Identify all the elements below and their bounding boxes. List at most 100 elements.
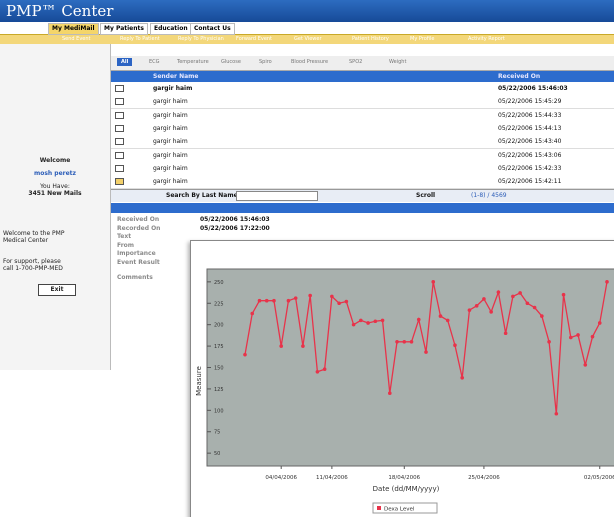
sender-name: gargir haim xyxy=(153,151,188,159)
data-point xyxy=(605,280,609,284)
mail-icon xyxy=(115,85,124,92)
y-tick-label: 50 xyxy=(214,451,220,457)
data-point xyxy=(380,318,385,323)
mail-icon xyxy=(115,164,124,172)
sender-name: gargir haim xyxy=(153,138,188,146)
exit-button[interactable]: Exit xyxy=(38,284,76,296)
data-point xyxy=(467,308,472,312)
tab[interactable]: Weight xyxy=(389,59,407,65)
search-input[interactable] xyxy=(236,191,318,201)
legend-swatch xyxy=(377,506,381,510)
data-point xyxy=(322,367,327,372)
received-on: 05/22/2006 15:46:03 xyxy=(498,85,568,92)
tab-bar: All ECG Temperature Glucose Spiro Blood Press… xyxy=(111,56,614,71)
data-point xyxy=(561,292,566,297)
intro: Welcome to the PMP Medical Center xyxy=(3,230,65,244)
scroll-label: Scroll xyxy=(416,192,436,199)
data-point xyxy=(597,321,602,325)
data-point xyxy=(474,304,479,308)
field-label: From xyxy=(117,241,135,249)
data-point xyxy=(366,321,370,325)
y-tick-label: 225 xyxy=(214,301,224,307)
plot-area xyxy=(206,268,614,467)
mails: 3451 New Mails xyxy=(28,190,82,197)
toolbar: Send Event Reply To Patient Reply To Physi… xyxy=(0,35,614,44)
toolbar-button[interactable]: My Profile xyxy=(410,36,435,42)
data-point xyxy=(373,319,378,324)
table-row[interactable]: gargir haim 05/22/2006 15:45:29 xyxy=(111,95,614,110)
legend-box xyxy=(372,502,438,514)
x-tick-label: 02/05/2006 xyxy=(584,475,614,481)
toolbar-button[interactable]: Forward Event xyxy=(236,36,273,42)
y-axis-label: Measure xyxy=(195,366,203,396)
field-label: Comments xyxy=(117,273,153,281)
data-point xyxy=(301,344,305,348)
legend-label: Dexa Level xyxy=(384,507,415,513)
data-point xyxy=(540,314,544,318)
tab[interactable]: All xyxy=(117,58,133,66)
table-row[interactable]: gargir haim 05/22/2006 15:44:13 xyxy=(111,121,614,136)
table-row[interactable]: gargir haim 05/22/2006 15:46:03 xyxy=(111,82,614,96)
range: (1-8) / 4569 xyxy=(471,192,507,199)
field-label: Received On xyxy=(117,216,160,223)
data-point xyxy=(279,344,283,348)
field-label: Event Result xyxy=(117,259,160,266)
table-row[interactable]: gargir haim 05/22/2006 15:44:33 xyxy=(111,108,614,123)
nav-tab[interactable]: My MediMail xyxy=(48,23,99,35)
toolbar-button[interactable]: Activity Report xyxy=(468,36,505,42)
data-point xyxy=(308,293,312,298)
mail-icon xyxy=(115,98,124,106)
data-point xyxy=(489,310,493,314)
data-point xyxy=(554,411,559,416)
data-point xyxy=(250,311,255,316)
data-point xyxy=(344,299,349,304)
x-tick-label: 04/04/2006 xyxy=(265,475,297,481)
data-point xyxy=(547,340,551,344)
table-row[interactable]: gargir haim 05/22/2006 15:42:33 xyxy=(111,161,614,176)
column-header: Received On xyxy=(498,73,541,80)
y-tick-label: 250 xyxy=(214,280,224,286)
table-row[interactable]: gargir haim 05/22/2006 15:43:40 xyxy=(111,135,614,150)
toolbar-button[interactable]: Get Viewer xyxy=(294,36,322,42)
user-name[interactable]: mosh peretz xyxy=(33,170,77,177)
nav-tab[interactable]: Education xyxy=(150,23,192,35)
tab[interactable]: SPO2 xyxy=(349,59,363,65)
search-bar: Search By Last Name Scroll (1-8) / 4569 xyxy=(111,189,614,202)
data-point xyxy=(315,369,320,374)
table-row[interactable]: gargir haim 05/22/2006 15:43:06 xyxy=(111,148,614,163)
toolbar-button[interactable]: Reply To Patient xyxy=(120,36,160,42)
data-point xyxy=(460,375,465,380)
header: PMP™ Center xyxy=(0,0,614,22)
data-point xyxy=(351,322,356,327)
table-header: Sender Name Received On xyxy=(111,71,614,82)
toolbar-button[interactable]: Send Event xyxy=(62,36,91,42)
data-point xyxy=(243,352,247,357)
nav-tab[interactable]: My Patients xyxy=(100,23,148,35)
data-point xyxy=(503,331,508,336)
data-point xyxy=(388,391,392,395)
chart: 50 75 100 125 150 175 200 225 250 04/04/2006 11/04… xyxy=(195,268,614,514)
tab[interactable]: Spiro xyxy=(259,59,272,65)
field-label: Text xyxy=(117,233,132,241)
tab[interactable]: ECG xyxy=(149,59,160,65)
y-tick-label: 100 xyxy=(214,408,224,414)
tab[interactable]: Blood Pressure xyxy=(291,59,329,65)
toolbar-button[interactable]: Patient History xyxy=(352,36,389,42)
received-on: 05/22/2006 15:42:33 xyxy=(498,164,562,172)
data-point xyxy=(293,296,298,300)
support: For support, please call 1-700-PMP-MED xyxy=(3,258,63,272)
nav-tab[interactable]: Contact Us xyxy=(190,23,235,35)
x-tick-label: 18/04/2006 xyxy=(388,475,420,481)
table-row[interactable]: gargir haim 05/22/2006 15:42:11 xyxy=(111,175,614,190)
sender-name: gargir haim xyxy=(153,178,188,186)
data-point xyxy=(431,280,436,284)
tab[interactable]: Glucose xyxy=(221,59,241,65)
tab[interactable]: Temperature xyxy=(177,59,209,65)
welcome: Welcome xyxy=(39,157,71,164)
received-on: 05/22/2006 15:43:06 xyxy=(498,151,562,159)
data-point xyxy=(337,301,341,306)
data-point xyxy=(532,305,537,310)
data-point xyxy=(409,340,414,344)
toolbar-button[interactable]: Reply To Physician xyxy=(178,36,224,42)
y-tick-label: 200 xyxy=(214,323,224,329)
